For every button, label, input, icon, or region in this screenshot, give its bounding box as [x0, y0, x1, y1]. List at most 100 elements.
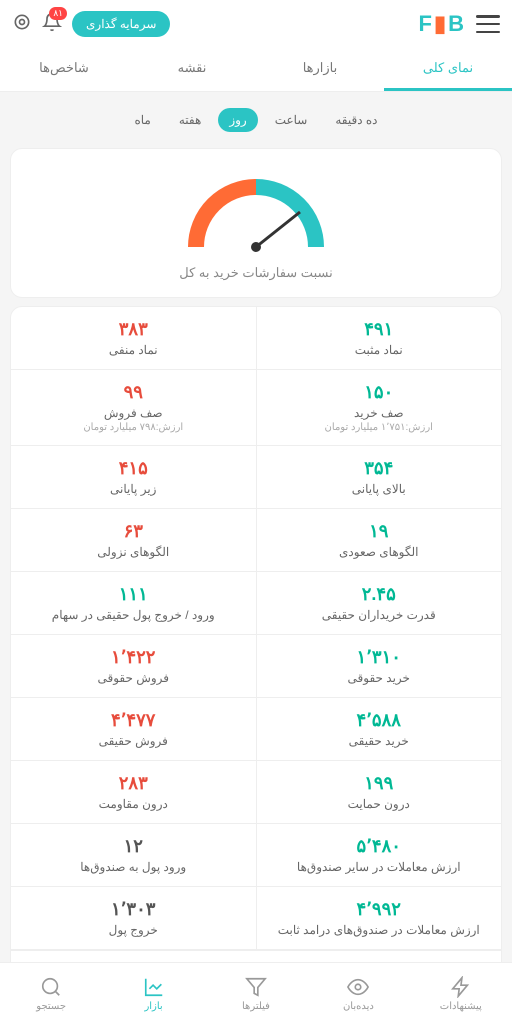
time-filter-3[interactable]: هفته: [168, 108, 212, 132]
stat-label: ورود پول به صندوق‌ها: [15, 860, 252, 874]
tab-0[interactable]: نمای کلی: [384, 48, 512, 91]
stat-cell[interactable]: ۴۹۱ نماد مثبت: [257, 307, 502, 369]
tab-1[interactable]: بازارها: [256, 48, 384, 91]
nav-bolt[interactable]: پیشنهادات: [410, 963, 512, 1024]
stats-row: ۴٬۵۸۸ خرید حقیقی ۴٬۴۷۷فروش حقیقی: [11, 698, 501, 761]
stat-cell[interactable]: ۴٬۵۸۸ خرید حقیقی: [257, 698, 502, 760]
stat-sublabel: ارزش:۷۹۸ میلیارد تومان: [15, 422, 252, 433]
menu-icon[interactable]: [476, 15, 500, 33]
stat-cell[interactable]: ۱۱۱ ورود / خروج پول حقیقی در سهام: [11, 572, 257, 634]
stat-value: ۶۳: [15, 521, 252, 542]
stat-label: صف خرید: [261, 406, 498, 420]
nav-label: دیده‌بان: [343, 1001, 374, 1012]
gauge-card: نسبت سفارشات خرید به کل: [10, 148, 502, 298]
chart-icon: [143, 976, 165, 998]
stat-value: ۴٬۹۹۲: [261, 899, 498, 920]
stat-cell[interactable]: ۹۹صف فروشارزش:۷۹۸ میلیارد تومان: [11, 370, 257, 445]
time-filters: ده دقیقهساعت روزهفته ماه: [0, 92, 512, 140]
stat-cell[interactable]: ۱۲ ورود پول به صندوق‌ها: [11, 824, 257, 886]
stat-value: ۱۹: [261, 521, 498, 542]
stat-label: ورود / خروج پول حقیقی در سهام: [15, 608, 252, 622]
time-filter-4[interactable]: ماه: [123, 108, 161, 132]
stat-label: درون مقاومت: [15, 797, 252, 811]
stat-label: خرید حقیقی: [261, 734, 498, 748]
stat-label: خرید حقوقی: [261, 671, 498, 685]
stats-row: ۱۹ الگوهای صعودی ۶۳ الگوهای نزولی: [11, 509, 501, 572]
stat-label: ارزش معاملات در سایر صندوق‌ها: [261, 860, 498, 874]
tab-3[interactable]: شاخص‌ها: [0, 48, 128, 91]
logo: B▮F: [419, 11, 464, 37]
stats-row: ۱٬۳۱۰ خرید حقوقی ۱٬۴۲۲ فروش حقوقی: [11, 635, 501, 698]
stat-cell[interactable]: ۶۳ الگوهای نزولی: [11, 509, 257, 571]
stat-value: ۲.۴۵: [261, 584, 498, 605]
nav-filter[interactable]: فیلترها: [205, 963, 307, 1024]
header: B▮F سرمایه گذاری ۸۱: [0, 0, 512, 48]
stat-value: ۱۵۰: [261, 382, 498, 403]
gauge: [176, 167, 336, 257]
stat-cell[interactable]: ۴۱۵ زیر پایانی: [11, 446, 257, 508]
stat-label: فروش حقیقی: [15, 734, 252, 748]
stat-value: ۴۹۱: [261, 319, 498, 340]
stat-cell[interactable]: ۳۵۴ بالای پایانی: [257, 446, 502, 508]
notifications-icon[interactable]: ۸۱: [42, 12, 62, 37]
stat-value: ۴٬۵۸۸: [261, 710, 498, 731]
stats-row: ۱۹۹درون حمایت۲۸۳درون مقاومت: [11, 761, 501, 824]
stats-row: ۲.۴۵قدرت خریداران حقیقی۱۱۱ ورود / خروج پو…: [11, 572, 501, 635]
stat-cell[interactable]: ۱٬۳۰۳ خروج پول: [11, 887, 257, 949]
gauge-label: نسبت سفارشات خرید به کل: [11, 265, 501, 281]
stats-row: ۴٬۹۹۲ارزش معاملات در صندوق‌های درامد ثاب…: [11, 887, 501, 950]
stat-cell[interactable]: ۱٬۳۱۰ خرید حقوقی: [257, 635, 502, 697]
notification-badge: ۸۱: [49, 7, 67, 20]
nav-label: بازار: [144, 1001, 162, 1012]
stat-value: ۴۱۵: [15, 458, 252, 479]
tab-2[interactable]: نقشه: [128, 48, 256, 91]
nav-search[interactable]: جستجو: [0, 963, 102, 1024]
stat-cell[interactable]: ۱۵۰صف خریدارزش:۱٬۷۵۱ میلیارد تومان: [257, 370, 502, 445]
target-icon[interactable]: [12, 12, 32, 37]
stat-cell[interactable]: ۱۹۹درون حمایت: [257, 761, 502, 823]
eye-icon: [347, 976, 369, 998]
stat-value: ۹۹: [15, 382, 252, 403]
stat-label: نماد مثبت: [261, 343, 498, 357]
nav-label: پیشنهادات: [440, 1001, 482, 1012]
stat-cell[interactable]: ۲۸۳درون مقاومت: [11, 761, 257, 823]
stat-label: بالای پایانی: [261, 482, 498, 496]
nav-label: فیلترها: [242, 1001, 270, 1012]
bottom-nav: پیشنهادات دیده‌بان فیلترها بازار جستجو: [0, 962, 512, 1024]
time-filter-0[interactable]: ده دقیقه: [324, 108, 388, 132]
stat-value: ۳۵۴: [261, 458, 498, 479]
stat-value: ۱٬۳۱۰: [261, 647, 498, 668]
bolt-icon: [450, 976, 472, 998]
stat-value: ۵٬۴۸۰: [261, 836, 498, 857]
stat-cell[interactable]: ۳۸۳نماد منفی: [11, 307, 257, 369]
stats-card: ۴۹۱نماد مثبت۳۸۳نماد منفی۱۵۰صف خریدارزش:۱…: [10, 306, 502, 986]
stats-row: ۳۵۴ بالای پایانی ۴۱۵ زیر پایانی: [11, 446, 501, 509]
stat-cell[interactable]: ۱٬۴۲۲ فروش حقوقی: [11, 635, 257, 697]
stats-row: ۵٬۴۸۰ ارزش معاملات در سایر صندوق‌ها ۱۲ ورود…: [11, 824, 501, 887]
filter-icon: [245, 976, 267, 998]
time-filter-2[interactable]: روز: [218, 108, 257, 132]
stat-label: الگوهای صعودی: [261, 545, 498, 559]
search-icon: [40, 976, 62, 998]
stat-cell[interactable]: ۴٬۴۷۷فروش حقیقی: [11, 698, 257, 760]
stat-value: ۱٬۳۰۳: [15, 899, 252, 920]
stat-cell[interactable]: ۲.۴۵قدرت خریداران حقیقی: [257, 572, 502, 634]
stat-cell[interactable]: ۱۹ الگوهای صعودی: [257, 509, 502, 571]
stat-label: خروج پول: [15, 923, 252, 937]
stat-label: فروش حقوقی: [15, 671, 252, 685]
stat-value: ۱۲: [15, 836, 252, 857]
nav-chart[interactable]: بازار: [102, 963, 204, 1024]
stat-value: ۱٬۴۲۲: [15, 647, 252, 668]
stat-label: الگوهای نزولی: [15, 545, 252, 559]
time-filter-1[interactable]: ساعت: [264, 108, 319, 132]
stat-cell[interactable]: ۵٬۴۸۰ ارزش معاملات در سایر صندوق‌ها: [257, 824, 502, 886]
nav-eye[interactable]: دیده‌بان: [307, 963, 409, 1024]
invest-button[interactable]: سرمایه گذاری: [72, 11, 170, 37]
stat-value: ۳۸۳: [15, 319, 252, 340]
stat-cell[interactable]: ۴٬۹۹۲ارزش معاملات در صندوق‌های درامد ثاب…: [257, 887, 502, 949]
stat-value: ۱۹۹: [261, 773, 498, 794]
header-left: سرمایه گذاری ۸۱: [12, 11, 170, 37]
stat-label: زیر پایانی: [15, 482, 252, 496]
stat-value: ۱۱۱: [15, 584, 252, 605]
main-tabs: نمای کلیبازارهانقشهشاخص‌ها: [0, 48, 512, 92]
